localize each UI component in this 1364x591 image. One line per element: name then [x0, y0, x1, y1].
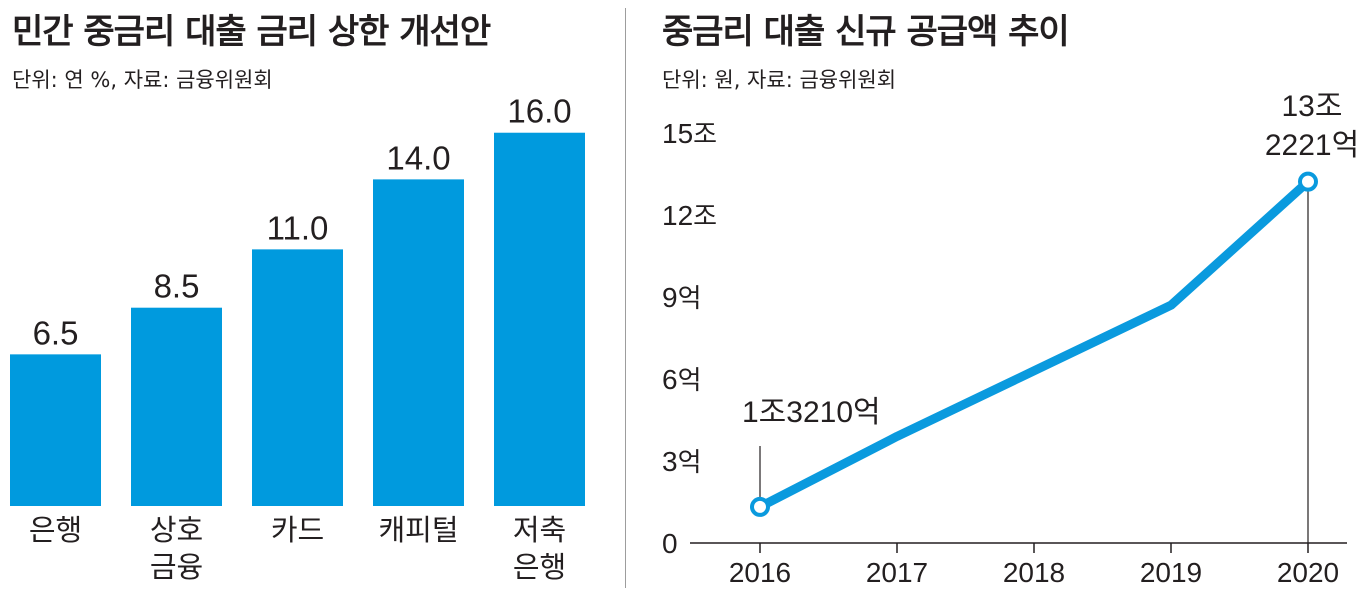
bar-value-label: 16.0: [507, 93, 571, 130]
line-chart-subtitle: 단위: 원, 자료: 금융위원회: [662, 68, 897, 92]
x-tick-label: 2018: [1003, 557, 1065, 588]
bar-category-label: 카드: [271, 513, 324, 547]
y-tick-label: 0: [662, 528, 678, 559]
y-tick-label: 15조: [662, 118, 717, 149]
bar: [252, 249, 343, 506]
y-tick-label: 6억: [662, 364, 702, 395]
annotation-label: 13조: [1282, 90, 1343, 123]
y-tick-label: 12조: [662, 200, 717, 231]
data-point-marker: [750, 496, 770, 517]
x-tick-label: 2020: [1277, 557, 1339, 588]
x-tick-label: 2016: [729, 557, 791, 588]
x-tick-label: 2017: [866, 557, 928, 588]
y-tick-label: 3억: [662, 446, 702, 477]
bar-value-label: 14.0: [386, 139, 450, 176]
line-chart-panel: 중금리 대출 신규 공급액 추이 단위: 원, 자료: 금융위원회 0 3억 6억 9…: [632, 0, 1364, 591]
bar-category-label: 은행: [29, 513, 82, 547]
bar-category-label: 상호: [150, 513, 203, 547]
bar-value-label: 8.5: [154, 268, 200, 305]
y-tick-label: 9억: [662, 282, 702, 313]
bar-chart-subtitle: 단위: 연 %, 자료: 금융위원회: [12, 68, 273, 92]
annotation-label: 1조3210억: [742, 396, 881, 429]
bar: [494, 132, 585, 506]
data-point-marker: [1298, 171, 1318, 192]
bar-category-label: 저축: [513, 513, 566, 547]
bar: [10, 354, 101, 506]
bar-category-label: 캐피털: [378, 513, 458, 547]
bar: [373, 179, 464, 506]
x-tick-label: 2019: [1140, 557, 1202, 588]
bar-category-label: 금융: [150, 550, 203, 584]
bar: [131, 307, 222, 506]
line-chart-plot: 0 3억 6억 9억 12조 15조 2016 2017 2018 2019 2020 1조3210억…: [662, 90, 1359, 588]
line-chart-title: 중금리 대출 신규 공급액 추이: [662, 12, 1070, 52]
bar-category-label: 은행: [513, 550, 566, 584]
bar-value-label: 6.5: [33, 314, 79, 351]
bar-chart-title: 민간 중금리 대출 금리 상한 개선안: [12, 12, 491, 52]
panel-divider: [625, 8, 626, 588]
bar-value-label: 11.0: [267, 209, 329, 246]
bar-chart-panel: 민간 중금리 대출 금리 상한 개선안 단위: 연 %, 자료: 금융위원회 6…: [0, 0, 620, 591]
annotation-label: 2221억: [1265, 129, 1359, 162]
series-line: [755, 177, 1313, 512]
